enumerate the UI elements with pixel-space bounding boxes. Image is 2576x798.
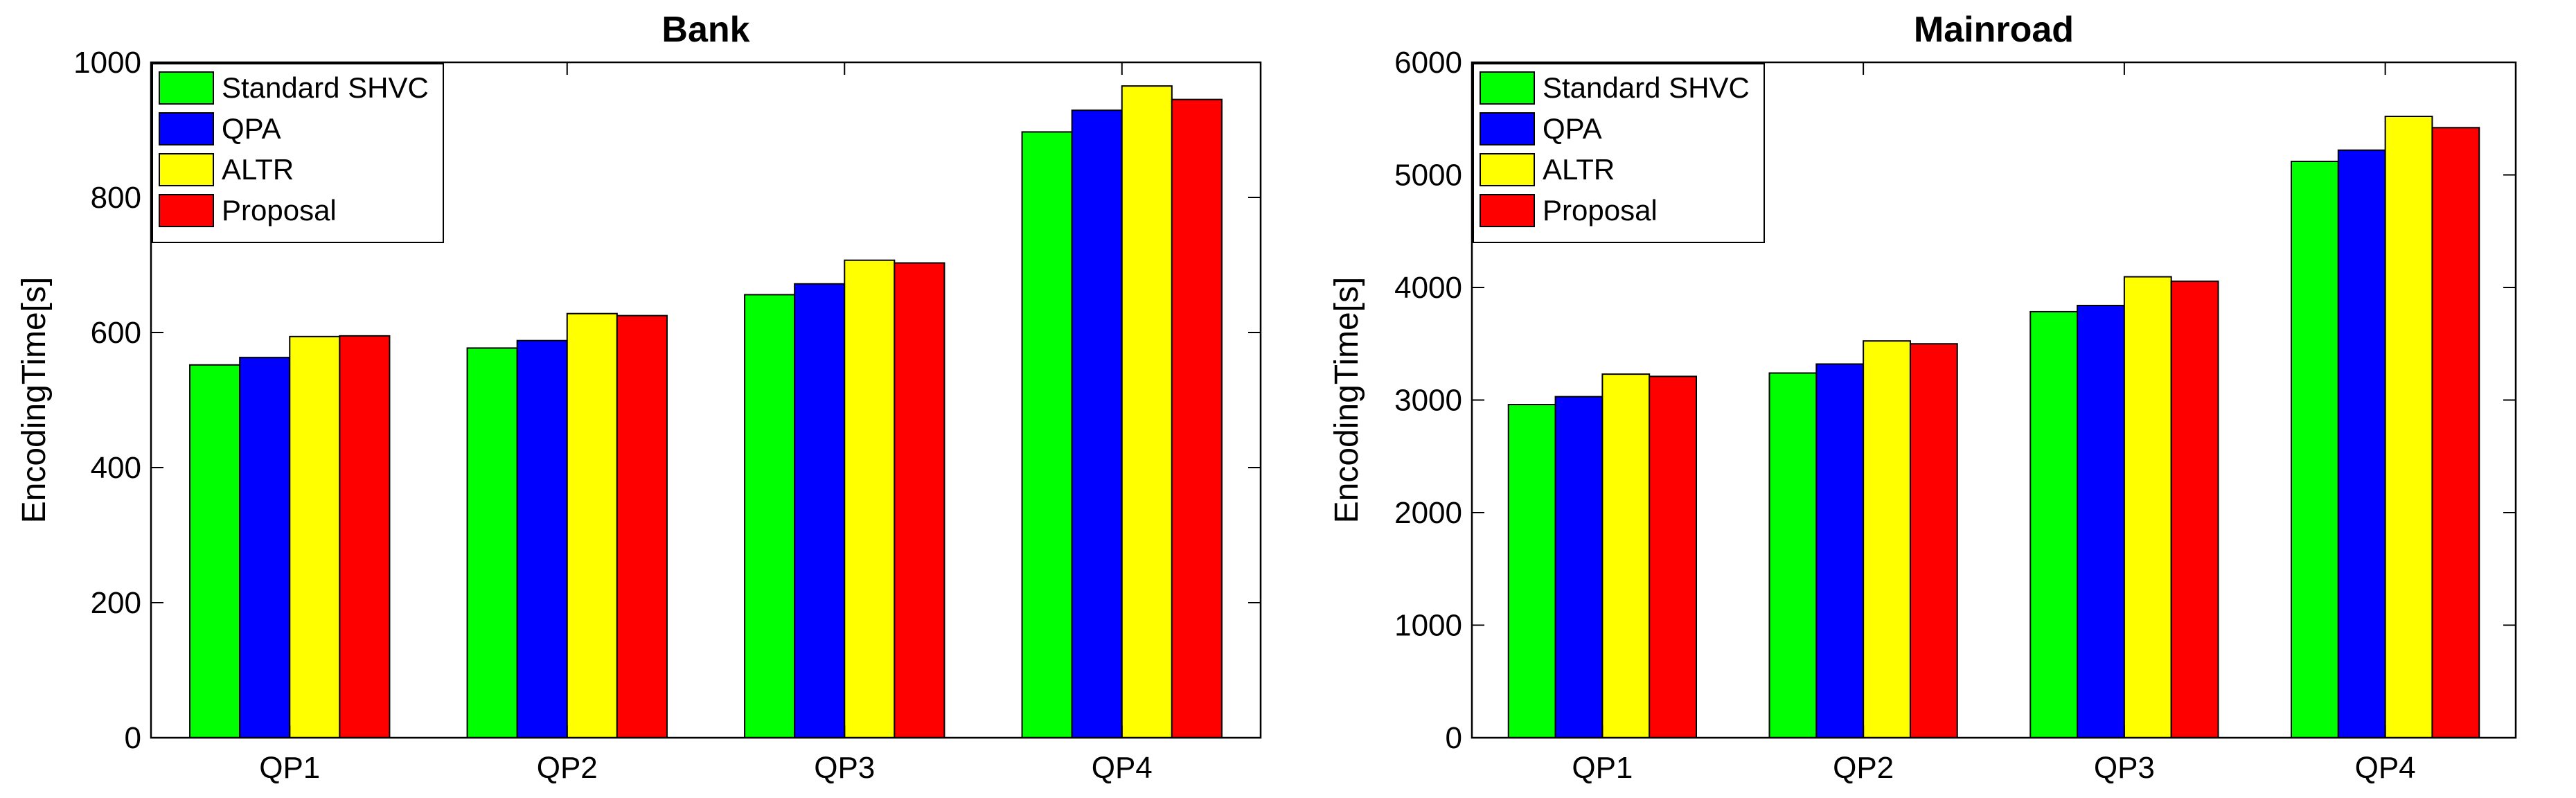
bar-altr-qp3 — [2123, 276, 2172, 738]
y-tick-label: 3000 — [1394, 384, 1462, 418]
x-tick-label: QP3 — [814, 751, 875, 785]
legend-label: Proposal — [222, 194, 337, 227]
y-tick-label: 6000 — [1394, 46, 1462, 80]
y-tick-label: 1000 — [1394, 609, 1462, 643]
y-tick-label: 0 — [125, 721, 141, 755]
bar-qpa-qp4 — [1071, 109, 1123, 739]
legend-label: Standard SHVC — [222, 71, 429, 104]
bar-standard-shvc-qp3 — [2029, 310, 2079, 738]
bar-qpa-qp3 — [794, 283, 846, 738]
x-tick-label: QP2 — [1833, 751, 1894, 785]
legend-swatch — [1480, 71, 1535, 105]
y-tick-label: 400 — [91, 451, 141, 485]
x-tick-label: QP1 — [1572, 751, 1633, 785]
bar-altr-qp2 — [1863, 340, 1911, 738]
chart-bank: Bank EncodingTime[s] 0 200 400 600 800 1000 QP1 Q… — [16, 10, 1262, 785]
bar-altr-qp1 — [1601, 373, 1651, 738]
y-axis-label: EncodingTime[s] — [1329, 277, 1365, 524]
chart-title: Mainroad — [1914, 10, 2074, 50]
x-tick-label: QP4 — [1092, 751, 1153, 785]
bar-altr-qp4 — [1121, 85, 1173, 738]
bar-standard-shvc-qp4 — [2290, 161, 2339, 738]
bar-qpa-qp2 — [516, 339, 568, 738]
bar-standard-shvc-qp3 — [744, 294, 796, 738]
legend-swatch — [1480, 194, 1535, 227]
bar-proposal-qp2 — [616, 314, 668, 738]
legend: Standard SHVC QPA ALTR Proposal — [152, 63, 444, 243]
bar-proposal-qp3 — [2170, 281, 2219, 738]
bar-standard-shvc-qp4 — [1021, 131, 1073, 739]
bar-proposal-qp4 — [2431, 127, 2480, 738]
y-tick-label: 2000 — [1394, 496, 1462, 530]
legend-swatch — [159, 153, 214, 186]
legend: Standard SHVC QPA ALTR Proposal — [1473, 63, 1765, 243]
bar-proposal-qp3 — [894, 262, 945, 738]
bar-standard-shvc-qp1 — [1507, 404, 1556, 738]
x-tick-label: QP3 — [2094, 751, 2155, 785]
axes-box — [150, 61, 1262, 739]
y-tick-label: 600 — [91, 316, 141, 350]
y-tick-label: 1000 — [73, 46, 141, 80]
legend-label: ALTR — [222, 153, 294, 186]
x-tick-label: QP4 — [2355, 751, 2416, 785]
bar-altr-qp3 — [844, 259, 896, 738]
bar-proposal-qp1 — [339, 335, 391, 738]
legend-swatch — [159, 71, 214, 105]
y-tick-label: 0 — [1446, 721, 1462, 755]
chart-mainroad: Mainroad EncodingTime[s] 0 1000 2000 3000 4000… — [1329, 10, 2517, 785]
bar-qpa-qp3 — [2077, 305, 2125, 738]
legend-label: QPA — [222, 112, 281, 145]
legend-label: Standard SHVC — [1543, 71, 1750, 104]
legend-swatch — [1480, 112, 1535, 145]
legend-label: Proposal — [1543, 194, 1658, 227]
y-tick-label: 5000 — [1394, 159, 1462, 193]
bar-altr-qp1 — [289, 335, 341, 739]
legend-swatch — [159, 194, 214, 227]
bar-qpa-qp4 — [2337, 149, 2386, 738]
y-tick-label: 200 — [91, 586, 141, 620]
chart-title: Bank — [661, 10, 749, 50]
x-tick-label: QP1 — [259, 751, 320, 785]
bar-proposal-qp1 — [1649, 375, 1698, 738]
y-tick-label: 4000 — [1394, 271, 1462, 305]
legend-swatch — [1480, 153, 1535, 186]
bar-altr-qp2 — [566, 312, 618, 738]
bar-qpa-qp2 — [1815, 363, 1865, 738]
bar-standard-shvc-qp2 — [466, 347, 518, 738]
bar-proposal-qp2 — [1909, 343, 1958, 738]
bar-standard-shvc-qp1 — [189, 364, 241, 738]
y-tick-label: 800 — [91, 181, 141, 215]
legend-label: ALTR — [1543, 153, 1615, 186]
bar-qpa-qp1 — [239, 357, 291, 738]
bar-standard-shvc-qp2 — [1768, 372, 1818, 738]
bar-altr-qp4 — [2384, 116, 2433, 738]
bar-proposal-qp4 — [1171, 98, 1223, 738]
bar-qpa-qp1 — [1554, 396, 1604, 738]
legend-swatch — [159, 112, 214, 145]
x-tick-label: QP2 — [537, 751, 598, 785]
y-axis-label: EncodingTime[s] — [16, 277, 53, 524]
legend-label: QPA — [1543, 112, 1602, 145]
